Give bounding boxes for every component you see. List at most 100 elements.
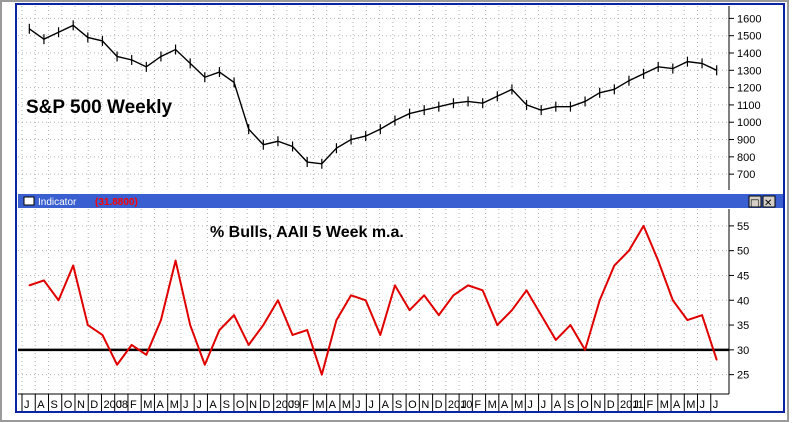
indicator-point xyxy=(277,299,279,302)
month-tick-label: J xyxy=(117,399,123,411)
month-tick-label: A xyxy=(37,399,45,411)
indicator-point xyxy=(657,259,659,262)
month-tick-label: A xyxy=(554,399,562,411)
indicator-point xyxy=(540,314,542,316)
indicator-point xyxy=(686,319,689,321)
indicator-point xyxy=(525,289,528,292)
indicator-point xyxy=(481,289,484,292)
month-tick-label: J xyxy=(713,399,719,411)
month-tick-label: J xyxy=(196,399,202,411)
month-tick-label: S xyxy=(223,399,230,411)
y-tick-label: 55 xyxy=(737,221,749,233)
indicator-point xyxy=(379,334,382,336)
indicator-series-line xyxy=(28,224,718,376)
indicator-point xyxy=(701,314,703,316)
close-button[interactable] xyxy=(762,195,776,208)
indicator-value: (31.8800) xyxy=(95,197,138,208)
month-tick-label: M xyxy=(170,399,179,411)
month-tick-label: A xyxy=(329,399,337,411)
main-chart-border xyxy=(15,3,785,413)
month-tick-label: N xyxy=(77,399,85,411)
month-tick-label: 2009 xyxy=(276,399,300,411)
indicator-point xyxy=(642,225,645,227)
minimize-icon: □ xyxy=(750,198,759,209)
upper-plot-area xyxy=(18,6,729,190)
y-tick-label: 45 xyxy=(737,270,749,282)
month-tick-label: O xyxy=(236,399,245,411)
indicator-point xyxy=(43,279,45,282)
indicator-point xyxy=(467,284,469,287)
indicator-point xyxy=(28,284,31,287)
indicator-point xyxy=(496,324,499,326)
indicator-point xyxy=(350,294,352,297)
indicator-point xyxy=(598,299,601,302)
indicator-point xyxy=(715,358,718,361)
y-tick-label: 35 xyxy=(737,320,749,332)
upper-axis-ticks: 700 800 900 1000 1100 1200 1300 1400 1500 1600 xyxy=(729,13,761,181)
month-tick-label: 2008 xyxy=(103,399,127,411)
minimize-button[interactable] xyxy=(748,195,762,208)
indicator-point xyxy=(130,344,133,346)
month-tick-label: F xyxy=(647,399,654,411)
y-tick-label: 40 xyxy=(737,295,749,307)
upper-chart-title: S&P 500 Weekly xyxy=(26,97,173,118)
month-tick-label: 2010 xyxy=(448,399,472,411)
indicator-point xyxy=(555,339,557,341)
indicator-point xyxy=(423,294,425,297)
month-tick-label: A xyxy=(209,399,217,411)
y-tick-label: 1100 xyxy=(737,100,761,112)
y-tick-label: 1400 xyxy=(737,48,761,60)
month-tick-label: J xyxy=(183,399,189,411)
grid-layer xyxy=(18,6,729,394)
indicator-point xyxy=(628,249,630,252)
month-tick-label: F xyxy=(130,399,137,411)
month-tick-label: M xyxy=(660,399,669,411)
indicator-point xyxy=(174,259,177,262)
indicator-point xyxy=(321,373,323,376)
y-tick-label: 1000 xyxy=(737,117,761,129)
indicator-point xyxy=(101,334,104,336)
indicator-point xyxy=(204,363,206,366)
price-series xyxy=(28,20,718,169)
indicator-point xyxy=(438,314,440,316)
month-tick-label: D xyxy=(262,399,270,411)
month-tick-label: J xyxy=(527,399,533,411)
month-tick-label: D xyxy=(607,399,615,411)
indicator-point xyxy=(672,299,674,302)
indicator-point xyxy=(511,309,513,311)
month-tick-label: J xyxy=(633,399,639,411)
lower-plot-area xyxy=(18,209,729,393)
indicator-point xyxy=(335,319,338,321)
month-tick-label: J xyxy=(541,399,547,411)
month-tick-label: J xyxy=(700,399,706,411)
y-tick-label: 900 xyxy=(737,135,755,147)
indicator-point xyxy=(247,344,250,346)
month-tick-label: N xyxy=(594,399,602,411)
month-tick-label: A xyxy=(156,399,164,411)
indicator-series xyxy=(18,224,729,376)
month-tick-label: M xyxy=(488,399,497,411)
indicator-point xyxy=(189,324,191,326)
indicator-point xyxy=(160,319,162,321)
month-tick-label: M xyxy=(514,399,523,411)
month-tick-label: N xyxy=(249,399,257,411)
indicator-point xyxy=(116,363,118,366)
month-tick-label: O xyxy=(64,399,73,411)
month-tick-label: F xyxy=(474,399,481,411)
month-tick-label: J xyxy=(461,399,467,411)
month-tick-label: O xyxy=(580,399,589,411)
y-tick-label: 30 xyxy=(737,345,749,357)
month-tick-label: D xyxy=(435,399,443,411)
indicator-point xyxy=(394,284,396,287)
indicator-point xyxy=(364,299,367,302)
y-tick-label: 25 xyxy=(737,370,749,382)
price-series-line xyxy=(28,24,717,165)
month-tick-label: S xyxy=(395,399,402,411)
indicator-point xyxy=(291,334,294,336)
month-tick-label: M xyxy=(143,399,152,411)
indicator-point xyxy=(306,329,308,331)
y-tick-label: 1600 xyxy=(737,13,761,25)
indicator-point xyxy=(262,324,265,326)
y-tick-label: 50 xyxy=(737,246,749,258)
